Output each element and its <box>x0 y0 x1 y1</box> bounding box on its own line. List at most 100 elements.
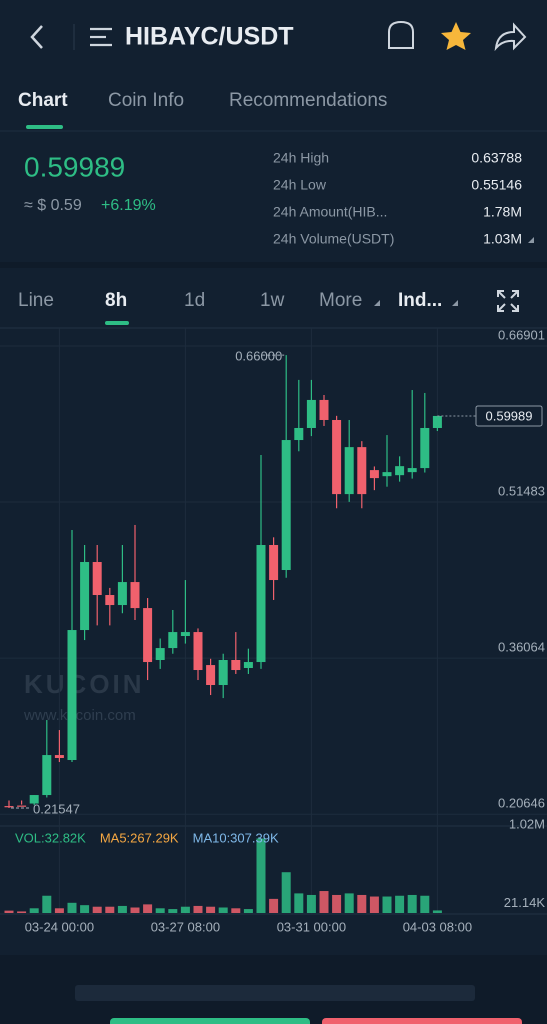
stat-value: 0.63788 <box>471 150 522 166</box>
candle-body <box>432 415 442 428</box>
candle-body <box>306 399 316 428</box>
volume-bar <box>17 911 27 913</box>
volume-bar <box>4 910 14 913</box>
candle-body <box>54 755 64 758</box>
volume-bar <box>344 893 354 913</box>
last-price-tag <box>475 405 543 427</box>
stat-label: 24h Volume(USDT) <box>273 231 394 247</box>
stat-value: 1.78M <box>483 204 522 220</box>
volume-bar <box>332 894 342 913</box>
candle-body <box>42 755 52 796</box>
candle-body <box>357 447 367 495</box>
x-tick-label: 03-27 08:00 <box>151 919 220 934</box>
volume-bar <box>42 895 52 913</box>
volume-bar <box>231 908 241 913</box>
buy-button[interactable] <box>110 1018 310 1024</box>
candle-body <box>281 440 291 571</box>
volume-bar <box>54 908 64 913</box>
candle-body <box>80 562 90 631</box>
candle-body <box>92 562 102 596</box>
stat-label: 24h Low <box>273 177 327 193</box>
volume-bar <box>80 905 90 913</box>
y-tick-label: 0.20646 <box>498 796 545 811</box>
volume-bar <box>319 891 329 913</box>
volume-legend: VOL:32.82K <box>15 830 86 845</box>
candle-body <box>206 665 216 686</box>
intervals: Line 8h 1d 1w More Ind... <box>18 290 442 311</box>
volume-bar <box>306 894 316 913</box>
volume-tick-label: 21.14K <box>504 895 546 910</box>
candle-body <box>17 805 27 807</box>
volume-bar <box>256 838 266 913</box>
back-icon[interactable] <box>30 25 43 49</box>
menu-icon[interactable] <box>90 27 112 47</box>
candle-body <box>155 648 165 660</box>
volume-tick-label: 1.02M <box>509 816 545 831</box>
interval-tab[interactable]: 1d <box>184 290 205 311</box>
volume-bar <box>243 909 253 913</box>
stats: 24h High 0.63788 24h Low 0.55146 24h Amount(… <box>273 150 522 247</box>
watermark: KUCOIN <box>24 669 145 699</box>
volume-bar <box>382 896 392 913</box>
candle-body <box>67 630 77 761</box>
volume-bar <box>155 908 165 913</box>
candle-body <box>382 472 392 477</box>
volume-bar <box>407 894 417 913</box>
fiat-price: ≈ $ 0.59 <box>24 197 82 214</box>
favorite-icon[interactable] <box>441 22 471 50</box>
volume-legend: MA5:267.29K <box>100 830 179 845</box>
pair-title: HIBAYC/USDT <box>125 23 294 51</box>
tab-underline <box>26 125 63 129</box>
high-label: 0.66000 <box>235 349 282 364</box>
interval-tab[interactable]: Line <box>18 290 54 311</box>
volume-bar <box>193 905 203 913</box>
share-icon[interactable] <box>494 22 527 52</box>
tab[interactable]: Chart <box>18 90 68 111</box>
alert-icon[interactable] <box>388 20 414 49</box>
tab[interactable]: Coin Info <box>108 90 184 111</box>
order-tabs <box>75 985 475 1001</box>
stat-label: 24h Amount(HIB... <box>273 204 387 220</box>
sell-button[interactable] <box>322 1018 522 1024</box>
x-tick-label: 04-03 08:00 <box>403 919 472 934</box>
tab[interactable]: Recommendations <box>229 90 387 111</box>
fullscreen-icon[interactable] <box>497 290 519 312</box>
volume-bar <box>168 909 178 913</box>
candle-body <box>395 466 405 476</box>
watermark-url: www.kucoin.com <box>23 707 136 724</box>
candle-body <box>319 399 329 420</box>
interval-tab[interactable]: 1w <box>260 290 285 311</box>
candle-body <box>243 662 253 668</box>
stat-label: 24h High <box>273 150 329 166</box>
last-price: 0.59989 <box>24 151 125 182</box>
candle-body <box>168 632 178 649</box>
volume-bar <box>218 907 228 913</box>
interval-tab[interactable]: Ind... <box>398 290 442 311</box>
candle-body <box>143 608 153 663</box>
stat-value: 1.03M <box>483 231 522 247</box>
candle-body <box>344 447 354 495</box>
volume-bar <box>357 894 367 913</box>
interval-underline <box>105 321 129 325</box>
candle-body <box>294 427 304 441</box>
volume-bar <box>67 902 77 913</box>
candle-body <box>117 582 127 606</box>
y-tick-label: 0.51483 <box>498 483 545 498</box>
x-tick-label: 03-31 00:00 <box>277 919 346 934</box>
y-tick-label: 0.66901 <box>498 327 545 342</box>
candle-body <box>231 660 241 671</box>
interval-tab[interactable]: 8h <box>105 290 127 311</box>
volume-bar <box>130 907 140 913</box>
candle-body <box>193 632 203 671</box>
interval-tab[interactable]: More <box>319 290 362 311</box>
volume-bar <box>29 908 39 913</box>
candle-body <box>332 419 342 495</box>
volume-bar <box>143 904 153 913</box>
last-price-label: 0.59989 <box>486 408 533 423</box>
candle-body <box>130 582 140 609</box>
x-tick-label: 03-24 00:00 <box>25 919 94 934</box>
volume-bar <box>105 906 115 913</box>
volume-legend: MA10:307.39K <box>193 830 279 845</box>
candle-body <box>218 660 228 686</box>
